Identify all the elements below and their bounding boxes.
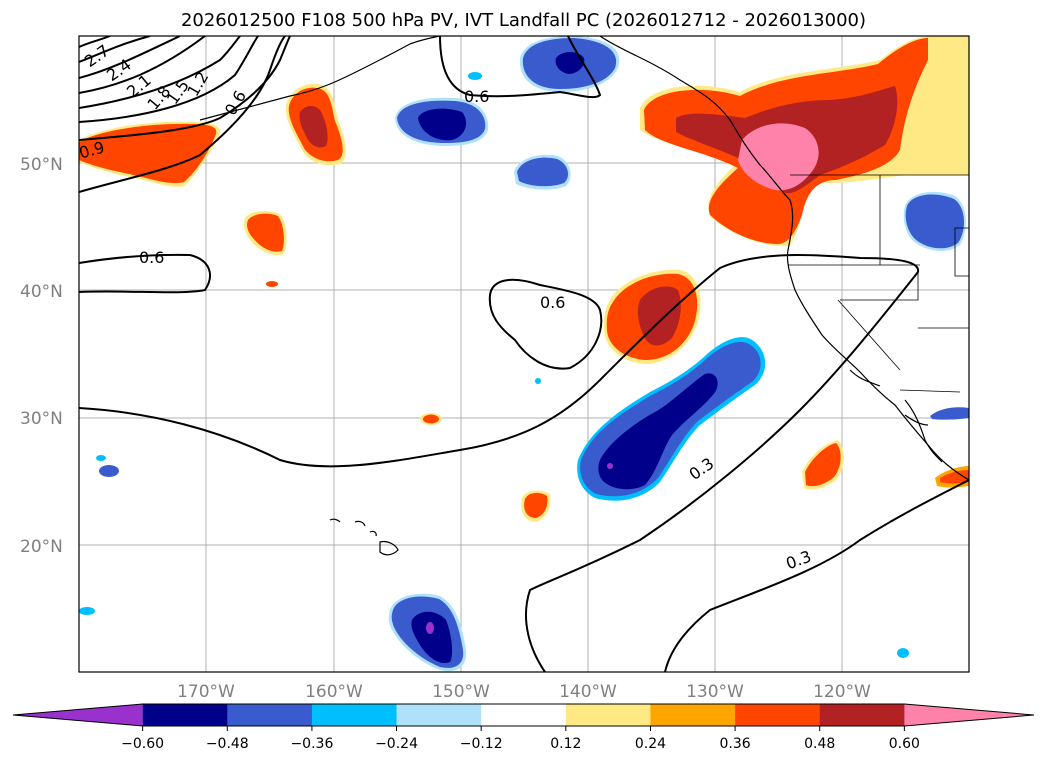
- lat-label-40: 40°N: [20, 282, 63, 302]
- lon-label-140: 140°W: [559, 682, 617, 702]
- lon-label-130: 130°W: [686, 682, 744, 702]
- contour-label-0.6-b: 0.6: [464, 87, 489, 106]
- pv-contour-lines: [79, 36, 969, 672]
- longitude-labels: 170°W 160°W 150°W 140°W 130°W 120°W: [177, 682, 871, 702]
- ivt-positive-regions: [79, 36, 969, 522]
- state-borders: [788, 174, 969, 393]
- colorbar-segment: [396, 704, 482, 726]
- contour-label-0.6-d: 0.6: [540, 293, 565, 312]
- colorbar-segment: [735, 704, 821, 726]
- ivt-negative-regions: [79, 36, 969, 672]
- colorbar-segment: [481, 704, 567, 726]
- colorbar: −0.60 −0.48 −0.36 −0.24 −0.12 0.12 0.24 0.36 0.4…: [12, 703, 1035, 752]
- lon-label-160: 160°W: [305, 682, 363, 702]
- colorbar-segment: [819, 704, 905, 726]
- colorbar-segment: [142, 704, 228, 726]
- colorbar-segment: [565, 704, 651, 726]
- colorbar-segment: [650, 704, 736, 726]
- colorbar-tick-label: 0.12: [550, 736, 581, 752]
- coastlines: [199, 36, 969, 556]
- map-frame: [78, 35, 970, 673]
- lon-label-150: 150°W: [432, 682, 490, 702]
- map-title: 2026012500 F108 500 hPa PV, IVT Landfall…: [180, 10, 867, 31]
- colorbar-tick-label: −0.36: [290, 736, 333, 752]
- lat-label-30: 30°N: [20, 409, 63, 429]
- colorbar-tick-label: 0.24: [635, 736, 666, 752]
- contour-label-0.6-c: 0.6: [139, 248, 164, 267]
- colorbar-segment: [13, 704, 143, 726]
- colorbar-tick-label: −0.24: [375, 736, 418, 752]
- colorbar-tick-label: −0.48: [206, 736, 249, 752]
- latitude-labels: 50°N 40°N 30°N 20°N: [20, 155, 63, 557]
- colorbar-tick-label: 0.36: [720, 736, 751, 752]
- colorbar-segment: [227, 704, 313, 726]
- colorbar-segment: [311, 704, 398, 726]
- colorbar-tick-label: 0.60: [889, 736, 920, 752]
- colorbar-tick-label: 0.48: [804, 736, 835, 752]
- colorbar-segment: [904, 704, 1034, 726]
- colorbar-tick-label: −0.12: [460, 736, 503, 752]
- lon-label-170: 170°W: [177, 682, 235, 702]
- lon-label-120: 120°W: [813, 682, 871, 702]
- colorbar-tick-label: −0.60: [121, 736, 164, 752]
- lat-label-20: 20°N: [20, 537, 63, 557]
- ivt-blob-small3: [99, 465, 119, 477]
- lat-label-50: 50°N: [20, 155, 63, 175]
